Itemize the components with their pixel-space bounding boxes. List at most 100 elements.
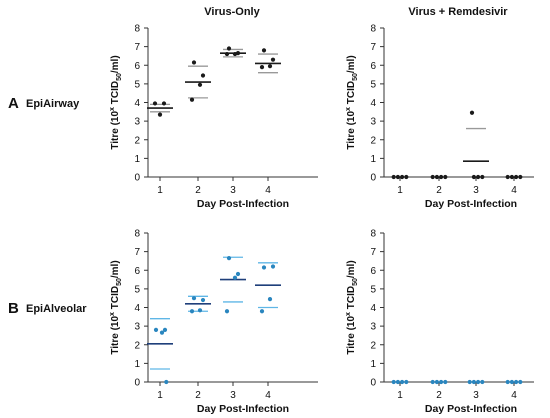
y-tick-label: 5 bbox=[370, 284, 376, 295]
y-tick-label: 1 bbox=[134, 154, 140, 165]
panel-a-right: 0 1 2 3 4 5 6 7 8 1 2 3 4 Day Post-Infection Titre (10… bbox=[345, 24, 534, 210]
x-tick-label: 4 bbox=[265, 185, 271, 196]
data-point bbox=[430, 379, 435, 385]
data-point bbox=[224, 309, 230, 314]
row-b-letter: B bbox=[8, 300, 19, 317]
x-tick-label: 1 bbox=[397, 390, 403, 401]
data-point bbox=[505, 379, 510, 385]
y-tick-label: 7 bbox=[370, 42, 376, 53]
x-axis-label: Day Post-Infection bbox=[197, 403, 289, 415]
data-point bbox=[476, 379, 481, 385]
x-tick-label: 2 bbox=[436, 185, 442, 196]
data-point bbox=[164, 379, 169, 385]
data-point bbox=[157, 112, 163, 117]
y-tick-label: 6 bbox=[370, 266, 376, 277]
data-point bbox=[480, 379, 485, 385]
y-tick-label: 1 bbox=[370, 154, 376, 165]
data-point bbox=[434, 174, 439, 180]
data-point bbox=[267, 64, 273, 69]
data-point bbox=[518, 379, 523, 385]
data-point bbox=[471, 379, 476, 385]
data-point bbox=[259, 65, 265, 70]
data-point bbox=[395, 174, 400, 180]
data-point bbox=[189, 309, 195, 314]
y-tick-label: 5 bbox=[370, 79, 376, 90]
y-tick-label: 6 bbox=[370, 61, 376, 72]
data-point bbox=[509, 379, 514, 385]
y-tick-label: 0 bbox=[134, 378, 140, 389]
data-point bbox=[471, 174, 476, 180]
data-point bbox=[200, 297, 206, 303]
x-tick-label: 3 bbox=[230, 185, 236, 196]
column-title-virus-remdesivir: Virus + Remdesivir bbox=[408, 6, 508, 18]
data-point bbox=[226, 256, 232, 261]
y-tick-label: 2 bbox=[370, 135, 376, 146]
x-tick-label: 1 bbox=[397, 185, 403, 196]
y-axis-label: Titre (10x TCID50/ml) bbox=[109, 55, 123, 149]
x-tick-label: 1 bbox=[157, 185, 163, 196]
y-tick-label: 2 bbox=[134, 340, 140, 351]
row-b-name: EpiAlveolar bbox=[26, 303, 87, 315]
y-tick-label: 3 bbox=[370, 117, 376, 128]
data-point bbox=[224, 51, 230, 57]
y-tick-label: 8 bbox=[134, 229, 140, 240]
x-tick-label: 3 bbox=[473, 185, 479, 196]
y-tick-label: 8 bbox=[370, 229, 376, 240]
data-point bbox=[391, 379, 396, 385]
x-tick-label: 3 bbox=[473, 390, 479, 401]
y-tick-label: 5 bbox=[134, 79, 140, 90]
data-point bbox=[395, 379, 400, 385]
column-title-virus-only: Virus-Only bbox=[204, 6, 260, 18]
y-tick-label: 7 bbox=[134, 42, 140, 53]
panel-b-left: 0 1 2 3 4 5 6 7 8 1 2 3 4 Day Post-Infection Titre (10… bbox=[109, 229, 318, 415]
data-point bbox=[469, 110, 475, 115]
data-point bbox=[162, 327, 168, 332]
data-point bbox=[197, 82, 203, 87]
data-point bbox=[404, 379, 409, 385]
data-point bbox=[159, 330, 165, 335]
data-point bbox=[518, 174, 523, 180]
data-point bbox=[439, 379, 444, 385]
data-point bbox=[391, 174, 396, 180]
y-tick-label: 4 bbox=[134, 98, 140, 109]
x-tick-label: 2 bbox=[195, 390, 201, 401]
y-tick-label: 7 bbox=[370, 247, 376, 258]
data-point bbox=[514, 379, 519, 385]
y-tick-label: 2 bbox=[370, 340, 376, 351]
data-point bbox=[161, 101, 167, 106]
y-tick-label: 0 bbox=[370, 173, 376, 184]
x-tick-label: 4 bbox=[511, 185, 517, 196]
panel-a-left: 0 1 2 3 4 5 6 7 8 1 2 3 4 Day Post-Infection Titre (10… bbox=[109, 24, 318, 210]
data-point bbox=[226, 46, 232, 51]
y-axis-label: Titre (10x TCID50/ml) bbox=[109, 260, 123, 354]
row-a-name: EpiAirway bbox=[26, 98, 80, 110]
data-point bbox=[235, 271, 241, 277]
data-point bbox=[267, 297, 273, 302]
data-point bbox=[200, 73, 206, 78]
y-tick-label: 1 bbox=[370, 359, 376, 370]
data-point bbox=[505, 174, 510, 180]
y-axis-label: Titre (10x TCID50/ml) bbox=[345, 55, 359, 149]
data-point bbox=[152, 101, 158, 106]
y-tick-label: 4 bbox=[370, 98, 376, 109]
y-tick-label: 7 bbox=[134, 247, 140, 258]
chart-panels: 0 1 2 3 4 5 6 7 8 1 2 3 4 Day Post-Infection Titre (10… bbox=[109, 24, 534, 415]
x-axis-label: Day Post-Infection bbox=[197, 198, 289, 210]
data-point bbox=[270, 57, 276, 62]
x-tick-label: 1 bbox=[157, 390, 163, 401]
y-tick-label: 3 bbox=[134, 117, 140, 128]
data-point bbox=[467, 379, 472, 385]
y-tick-label: 0 bbox=[134, 173, 140, 184]
y-tick-label: 8 bbox=[370, 24, 376, 35]
x-axis-label: Day Post-Infection bbox=[425, 403, 517, 415]
y-axis-label: Titre (10x TCID50/ml) bbox=[345, 260, 359, 354]
data-point bbox=[261, 48, 267, 53]
data-point bbox=[430, 174, 435, 180]
data-point bbox=[400, 379, 405, 385]
data-point bbox=[514, 174, 519, 180]
data-point bbox=[232, 51, 238, 57]
data-point bbox=[232, 275, 238, 280]
row-a-letter: A bbox=[8, 95, 19, 112]
data-point bbox=[189, 97, 195, 102]
